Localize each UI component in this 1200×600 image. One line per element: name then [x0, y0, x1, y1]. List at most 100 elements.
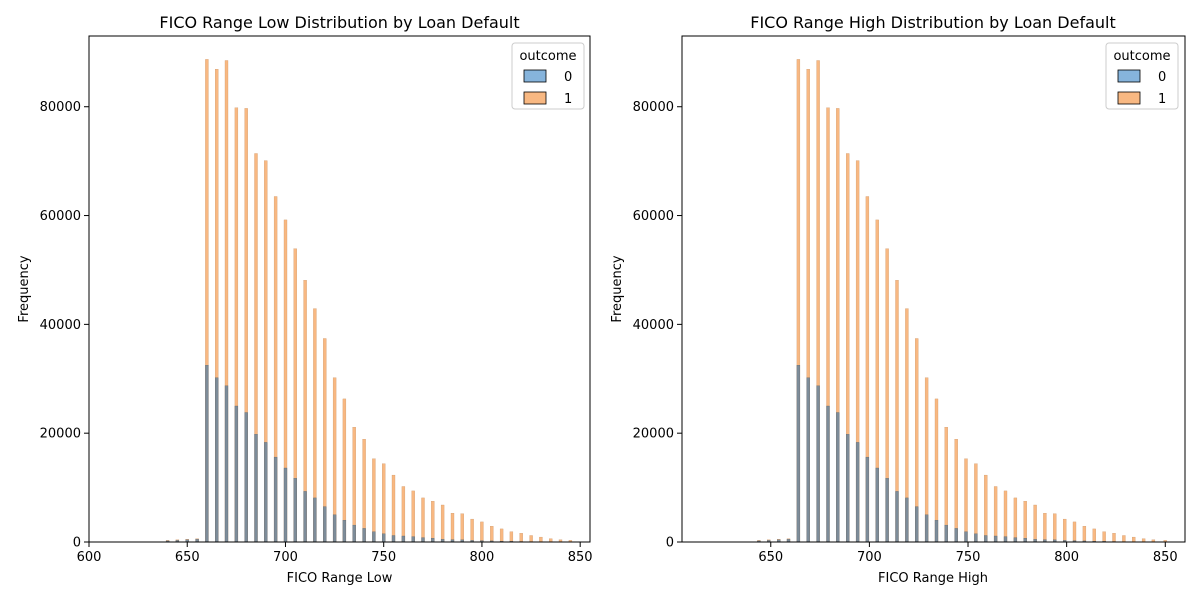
chart-fico-high: FICO Range High Distribution by Loan Def…	[610, 13, 1186, 586]
x-tick-label: 800	[470, 550, 495, 565]
bar-outcome-1	[1023, 501, 1027, 543]
x-tick-label: 650	[175, 550, 200, 565]
bar-outcome-0	[984, 535, 988, 543]
bar-outcome-0	[273, 456, 278, 543]
bar-outcome-1	[1082, 526, 1087, 543]
bar-outcome-0	[924, 514, 929, 543]
y-tick-label: 0	[73, 536, 81, 551]
x-tick-label: 700	[857, 550, 882, 565]
bar-outcome-0	[1023, 538, 1027, 543]
bar-outcome-0	[865, 456, 870, 543]
bar-outcome-0	[205, 365, 209, 543]
legend-entry-1: 1	[1158, 92, 1166, 107]
bar-outcome-0	[303, 491, 307, 543]
y-axis-label: Frequency	[610, 255, 625, 322]
bar-outcome-1	[401, 486, 406, 543]
bar-outcome-0	[905, 497, 909, 543]
x-tick-label: 650	[758, 550, 783, 565]
bar-outcome-0	[895, 491, 899, 543]
bar-outcome-0	[332, 514, 337, 543]
y-tick-label: 20000	[40, 427, 81, 442]
bar-outcome-1	[480, 521, 484, 543]
bar-outcome-0	[372, 531, 376, 543]
bar-outcome-0	[796, 365, 801, 543]
bar-outcome-0	[382, 533, 386, 543]
bar-outcome-1	[391, 474, 396, 543]
bar-outcome-1	[1072, 521, 1077, 543]
bar-outcome-0	[944, 524, 948, 543]
y-tick-label: 60000	[40, 209, 81, 224]
bar-outcome-0	[431, 538, 435, 543]
bar-outcome-0	[421, 537, 425, 543]
legend-title: outcome	[1113, 49, 1170, 64]
legend-entry-0: 0	[1158, 70, 1166, 85]
legend: outcome 0 1	[511, 42, 585, 110]
y-axis: 0 20000 40000 60000 80000	[633, 100, 682, 551]
bar-outcome-1	[509, 531, 514, 543]
x-axis-label: FICO Range High	[878, 571, 988, 586]
bar-outcome-0	[964, 531, 968, 543]
bar-outcome-0	[411, 536, 415, 543]
bar-outcome-1	[984, 474, 988, 543]
legend-entry-0: 0	[564, 70, 572, 85]
bar-outcome-0	[215, 377, 219, 543]
bar-outcome-0	[313, 497, 317, 543]
y-tick-label: 40000	[633, 318, 674, 333]
legend: outcome 0 1	[1105, 42, 1179, 110]
bar-outcome-1	[1043, 513, 1047, 543]
bar-outcome-0	[264, 442, 268, 543]
bar-outcome-0	[954, 528, 958, 543]
bar-outcome-1	[1122, 535, 1126, 543]
bar-outcome-0	[816, 385, 820, 543]
chart-title: FICO Range Low Distribution by Loan Defa…	[159, 13, 519, 32]
bar-outcome-1	[372, 458, 376, 543]
bar-outcome-0	[993, 535, 998, 543]
bar-outcome-0	[1003, 536, 1008, 543]
y-tick-label: 80000	[40, 100, 81, 115]
bar-outcome-0	[254, 434, 258, 543]
legend-swatch-1	[1117, 91, 1141, 105]
bar-outcome-1	[460, 513, 464, 543]
bar-outcome-1	[440, 504, 445, 543]
bar-outcome-0	[974, 533, 978, 543]
y-tick-label: 20000	[633, 427, 674, 442]
y-tick-label: 40000	[40, 318, 81, 333]
bar-outcome-0	[362, 528, 366, 543]
legend-entry-1: 1	[564, 92, 572, 107]
bar-outcome-1	[1112, 533, 1116, 543]
bar-outcome-1	[1013, 497, 1018, 543]
x-tick-label: 600	[77, 550, 102, 565]
bar-outcome-1	[382, 463, 386, 543]
x-tick-label: 750	[371, 550, 396, 565]
legend-swatch-0	[523, 69, 547, 83]
bar-outcome-1	[362, 439, 366, 543]
bar-outcome-1	[470, 518, 474, 543]
plot-frame	[88, 35, 591, 543]
x-tick-label: 850	[568, 550, 593, 565]
bar-outcome-0	[342, 520, 347, 543]
bar-outcome-1	[411, 490, 415, 543]
legend-swatch-0	[1117, 69, 1141, 83]
plot-frame	[681, 35, 1186, 543]
x-axis: 650 700 750 800 850	[758, 542, 1178, 565]
bar-outcome-0	[915, 506, 919, 543]
bar-outcome-1	[944, 427, 948, 543]
bar-outcome-0	[224, 385, 229, 543]
bar-outcome-0	[836, 412, 840, 543]
bar-outcome-1	[421, 497, 425, 543]
y-tick-label: 80000	[633, 100, 674, 115]
chart-fico-low: FICO Range Low Distribution by Loan Defa…	[17, 13, 593, 586]
bar-outcome-0	[401, 535, 406, 543]
bar-outcome-1	[431, 501, 435, 543]
bar-outcome-1	[964, 458, 968, 543]
bar-outcome-1	[352, 427, 356, 543]
x-tick-label: 750	[956, 550, 981, 565]
bar-outcome-0	[244, 412, 248, 543]
bar-outcome-1	[1063, 518, 1067, 543]
bar-outcome-0	[283, 467, 288, 543]
bar-outcome-1	[974, 463, 978, 543]
bar-outcome-1	[1092, 528, 1096, 543]
chart-title: FICO Range High Distribution by Loan Def…	[750, 13, 1115, 32]
bar-outcome-1	[1053, 513, 1057, 543]
